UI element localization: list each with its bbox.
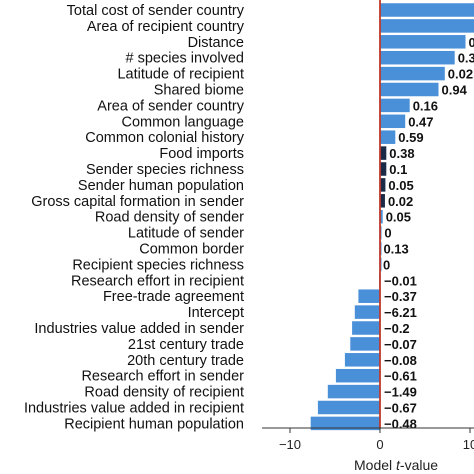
category-label: Area of sender country [97,98,244,114]
bar [380,19,474,33]
category-label: Intercept [188,305,244,321]
value-label: −0.67 [384,401,417,416]
value-label: 0 [469,35,474,50]
category-label: 21st century trade [128,337,244,353]
bar [350,337,380,351]
category-label: Area of recipient country [87,19,245,35]
value-label: −0.37 [384,289,417,304]
category-label: Shared biome [154,83,244,99]
category-label: Gross capital formation in sender [31,194,244,210]
bar [354,305,380,319]
category-label: Road density of recipient [84,385,244,401]
x-axis: −10 0 10 [262,427,474,452]
x-axis-title-suffix: -value [400,457,438,473]
category-label: Recipient species richness [72,257,244,273]
value-label: 0.02 [388,194,413,209]
x-axis-title-italic: t [396,457,401,473]
bars-layer [310,3,474,431]
x-tick-label: 0 [376,437,383,452]
x-axis-title: Model t-value [354,457,438,473]
bar [380,162,387,176]
category-label: Common border [139,242,244,258]
bar [380,98,410,113]
bar [310,416,380,431]
bar [380,209,383,224]
bar [380,35,466,49]
value-label: −0.61 [384,369,417,384]
x-tick-label: 10 [463,437,474,452]
value-label: 0.05 [386,210,411,225]
bar [327,384,380,399]
category-label: Food imports [159,146,244,162]
x-tick-label: −10 [279,437,301,452]
category-label: Sender species richness [86,162,244,178]
value-label: −0.2 [384,321,410,336]
value-label: 0 [384,226,391,241]
category-label: Research effort in sender [81,369,244,385]
value-label: 0.05 [388,178,413,193]
bar [380,130,396,144]
category-label: Distance [188,35,244,51]
bar [380,66,445,81]
category-label: Total cost of sender country [67,3,245,19]
bar [380,114,406,129]
category-label: Industries value added in sender [34,321,244,337]
category-label: # species involved [126,51,245,67]
value-label: 0.16 [413,98,438,113]
value-label: −0.48 [384,416,417,431]
value-label: 0.02 [448,67,473,82]
value-label: 0 [383,257,390,272]
category-label: Common colonial history [85,130,245,146]
bar [380,178,386,192]
bar [344,353,380,367]
value-label: −0.07 [384,337,417,352]
value-label: −0.01 [384,273,417,288]
category-label: Sender human population [78,178,244,194]
category-label: Latitude of sender [128,226,244,242]
x-axis-title-prefix: Model [354,457,396,473]
bar [358,289,380,303]
value-label: −6.21 [384,305,417,320]
category-label: Research effort in recipient [71,273,244,289]
value-label: 0.13 [383,242,408,257]
category-label: Industries value added in recipient [24,401,244,417]
bar [352,321,380,335]
bar [335,368,380,383]
value-label: 0.47 [408,114,433,129]
value-label: 0.1 [389,162,407,177]
value-label: −0.08 [384,353,417,368]
category-label: Recipient human population [64,416,244,432]
bar [380,50,455,65]
category-label: Road density of sender [95,210,244,226]
category-label: Latitude of recipient [117,67,244,83]
bar [380,146,387,160]
value-label: −1.49 [384,385,417,400]
category-label: Common language [121,114,244,130]
value-label: 0.94 [442,83,468,98]
bar [317,400,380,415]
bar [380,3,474,17]
value-label: 0.38 [389,146,414,161]
category-label: Free-trade agreement [103,289,244,305]
value-label: 0.59 [398,130,423,145]
bar [380,194,385,208]
x-ticks-layer: −10 0 10 [279,428,474,452]
bar [380,82,439,97]
category-label: 20th century trade [127,353,244,369]
value-label: 0.3 [458,51,474,66]
